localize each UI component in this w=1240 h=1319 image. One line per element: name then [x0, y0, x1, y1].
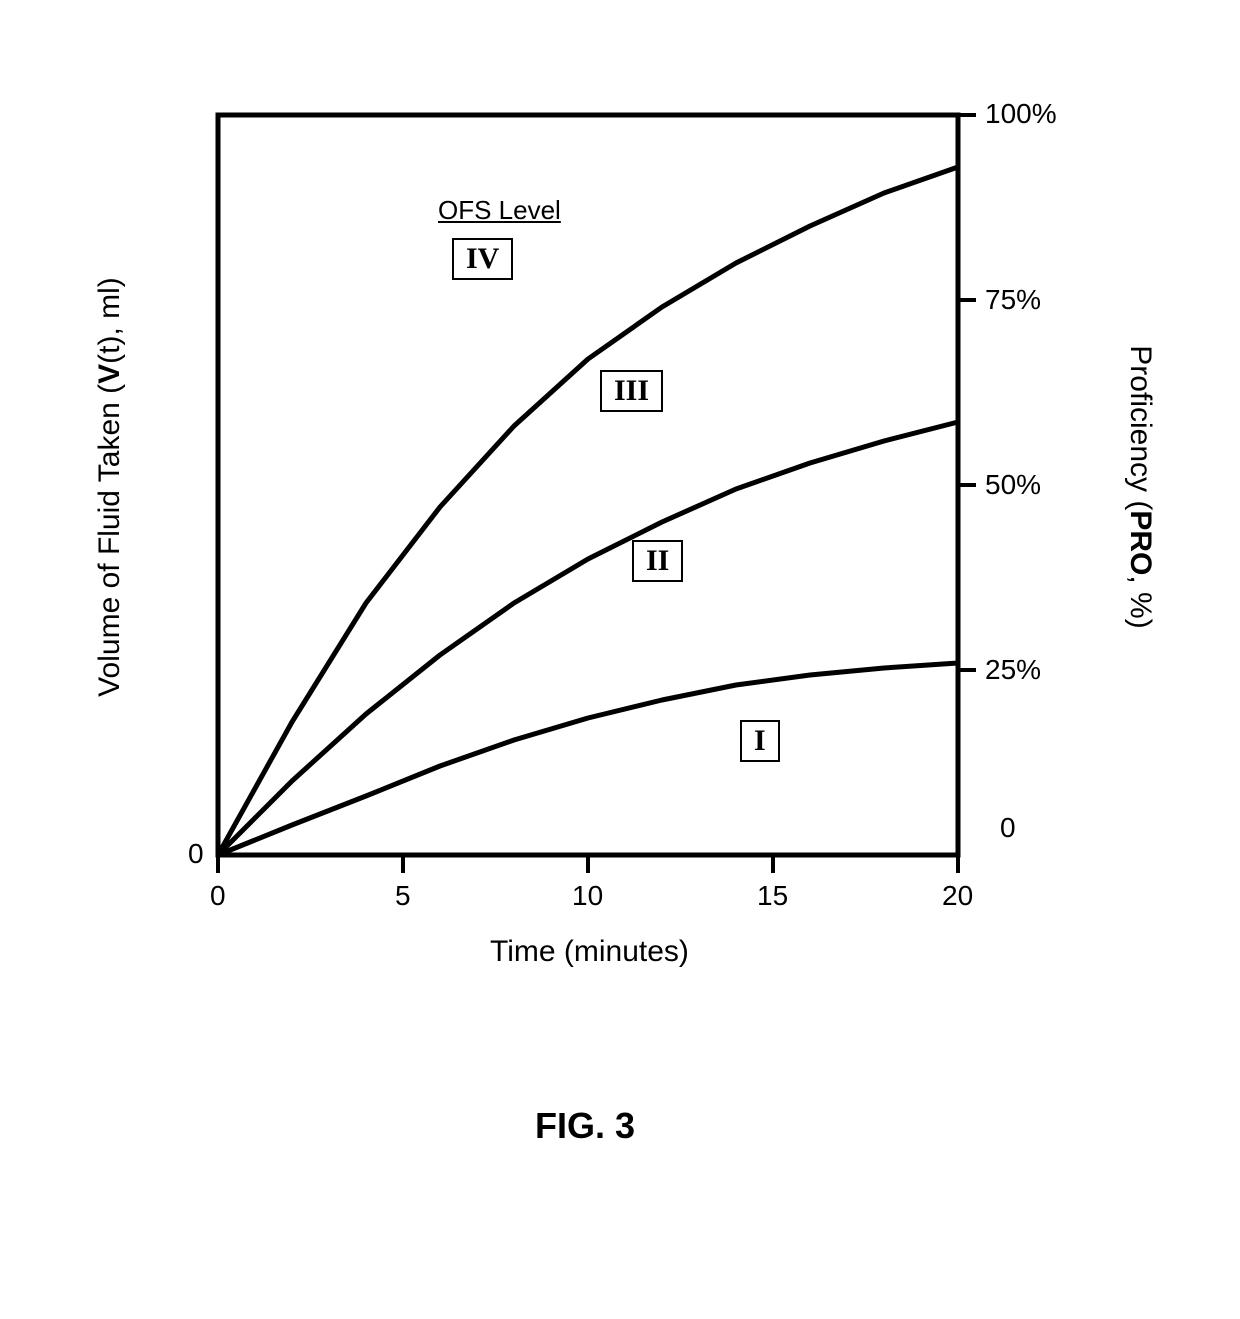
legend-title: OFS Level	[438, 195, 561, 226]
curve-iii	[218, 167, 958, 855]
level-box-iii: III	[600, 370, 663, 412]
x-tick-10: 10	[572, 880, 603, 912]
x-tick-20: 20	[942, 880, 973, 912]
x-axis-label: Time (minutes)	[490, 935, 689, 969]
x-ticks	[218, 855, 958, 873]
x-tick-0: 0	[210, 880, 226, 912]
page: Volume of Fluid Taken (V(t), ml) Profici…	[0, 0, 1240, 1319]
y-right-tick-25: 25%	[985, 654, 1041, 686]
x-tick-15: 15	[757, 880, 788, 912]
y-right-tick-50: 50%	[985, 469, 1041, 501]
level-box-i: I	[740, 720, 780, 762]
y-right-tick-75: 75%	[985, 284, 1041, 316]
x-tick-5: 5	[395, 880, 411, 912]
curves	[218, 167, 958, 855]
curve-ii	[218, 422, 958, 855]
plot-border	[218, 115, 958, 855]
y-right-ticks	[958, 115, 976, 670]
y-right-tick-0: 0	[1000, 812, 1016, 844]
y-left-tick-0: 0	[188, 838, 204, 870]
level-box-ii: II	[632, 540, 683, 582]
y-right-tick-100: 100%	[985, 98, 1057, 130]
curve-i	[218, 663, 958, 855]
level-box-iv: IV	[452, 238, 513, 280]
figure-caption: FIG. 3	[535, 1105, 635, 1147]
